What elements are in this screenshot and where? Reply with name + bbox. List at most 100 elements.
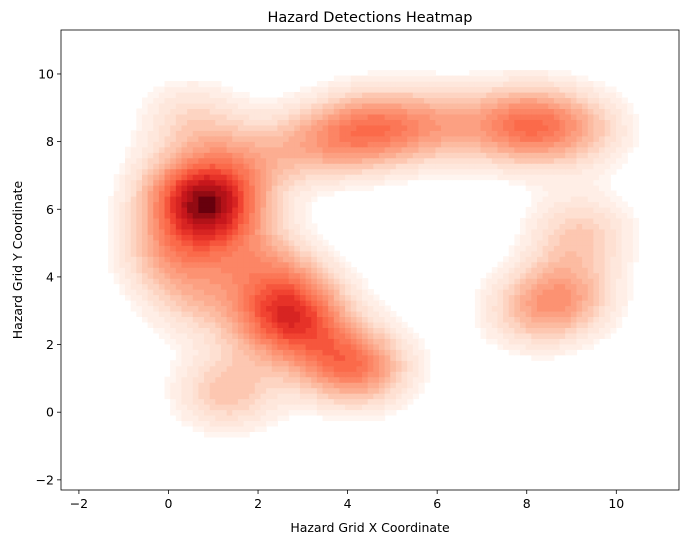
density-cell bbox=[220, 185, 228, 192]
density-cell bbox=[170, 86, 177, 93]
density-cell bbox=[395, 81, 403, 88]
density-cell bbox=[424, 168, 431, 175]
density-cell bbox=[615, 97, 623, 104]
density-cell bbox=[266, 130, 273, 137]
density-cell bbox=[548, 217, 555, 224]
density-cell bbox=[542, 91, 549, 99]
density-cell bbox=[283, 201, 290, 208]
density-cell bbox=[570, 332, 578, 339]
density-cell bbox=[209, 294, 216, 301]
density-cell bbox=[266, 190, 273, 197]
density-cell bbox=[412, 152, 420, 159]
density-cell bbox=[209, 338, 216, 345]
density-cell bbox=[266, 228, 273, 235]
density-cell bbox=[316, 135, 324, 142]
density-cell bbox=[536, 135, 544, 142]
density-cell bbox=[559, 321, 566, 328]
density-cell bbox=[559, 141, 566, 148]
density-cell bbox=[175, 414, 183, 422]
density-cell bbox=[237, 360, 245, 367]
density-cell bbox=[531, 300, 538, 307]
density-cell bbox=[181, 130, 188, 137]
density-cell bbox=[384, 97, 391, 104]
density-cell bbox=[593, 217, 600, 224]
density-cell bbox=[277, 283, 284, 290]
density-cell bbox=[254, 349, 262, 356]
density-cell bbox=[141, 152, 149, 159]
density-cell bbox=[187, 250, 194, 257]
density-cell bbox=[232, 196, 239, 203]
density-cell bbox=[198, 294, 205, 301]
density-cell bbox=[277, 206, 284, 214]
density-cell bbox=[407, 163, 414, 170]
density-cell bbox=[158, 272, 166, 279]
density-cell bbox=[283, 228, 290, 235]
density-cell bbox=[576, 130, 583, 137]
density-cell bbox=[362, 327, 369, 334]
density-cell bbox=[474, 124, 482, 131]
density-cell bbox=[553, 91, 561, 99]
density-cell bbox=[542, 102, 549, 110]
density-cell bbox=[220, 97, 228, 104]
density-cell bbox=[294, 387, 301, 394]
density-cell bbox=[599, 124, 606, 131]
density-cell bbox=[294, 294, 301, 301]
density-cell bbox=[435, 108, 442, 115]
density-cell bbox=[497, 81, 504, 88]
density-cell bbox=[508, 152, 515, 159]
density-cell bbox=[548, 310, 555, 318]
density-cell bbox=[345, 343, 352, 350]
density-cell bbox=[316, 321, 324, 328]
density-cell bbox=[531, 267, 538, 274]
density-cell bbox=[553, 239, 561, 246]
density-cell bbox=[322, 168, 329, 175]
density-cell bbox=[339, 371, 346, 378]
density-cell bbox=[384, 371, 391, 378]
density-cell bbox=[463, 86, 470, 93]
density-cell bbox=[119, 168, 126, 175]
density-cell bbox=[604, 196, 611, 203]
density-cell bbox=[226, 354, 233, 361]
density-cell bbox=[565, 294, 572, 301]
density-cell bbox=[136, 190, 143, 197]
density-cell bbox=[378, 387, 386, 394]
density-cell bbox=[204, 414, 211, 422]
density-cell bbox=[452, 135, 459, 142]
density-cell bbox=[316, 152, 324, 159]
density-cell bbox=[514, 267, 521, 274]
density-cell bbox=[316, 283, 324, 290]
density-cell bbox=[305, 294, 312, 301]
density-cell bbox=[311, 349, 318, 356]
density-cell bbox=[474, 130, 482, 137]
density-cell bbox=[593, 108, 600, 115]
density-cell bbox=[367, 163, 374, 170]
density-cell bbox=[531, 228, 538, 235]
density-cell bbox=[356, 185, 363, 192]
density-cell bbox=[328, 157, 335, 164]
density-cell bbox=[271, 102, 278, 110]
density-cell bbox=[424, 152, 431, 159]
density-cell bbox=[401, 124, 408, 131]
density-cell bbox=[486, 305, 493, 312]
density-cell bbox=[599, 174, 606, 181]
density-cell bbox=[209, 217, 216, 224]
density-cell bbox=[136, 278, 143, 285]
density-cell bbox=[446, 174, 453, 181]
density-cell bbox=[260, 250, 267, 257]
density-cell bbox=[249, 174, 256, 181]
density-cell bbox=[249, 321, 256, 328]
density-cell bbox=[198, 217, 205, 224]
density-cell bbox=[378, 327, 386, 334]
density-cell bbox=[305, 86, 312, 93]
density-cell bbox=[570, 349, 578, 356]
density-cell bbox=[520, 272, 527, 279]
density-cell bbox=[356, 141, 363, 148]
density-cell bbox=[542, 332, 549, 339]
density-cell bbox=[604, 174, 611, 181]
density-cell bbox=[249, 338, 256, 345]
density-cell bbox=[226, 338, 233, 345]
density-cell bbox=[362, 81, 369, 88]
density-cell bbox=[362, 382, 369, 389]
density-cell bbox=[559, 223, 566, 230]
density-cell bbox=[170, 289, 177, 296]
